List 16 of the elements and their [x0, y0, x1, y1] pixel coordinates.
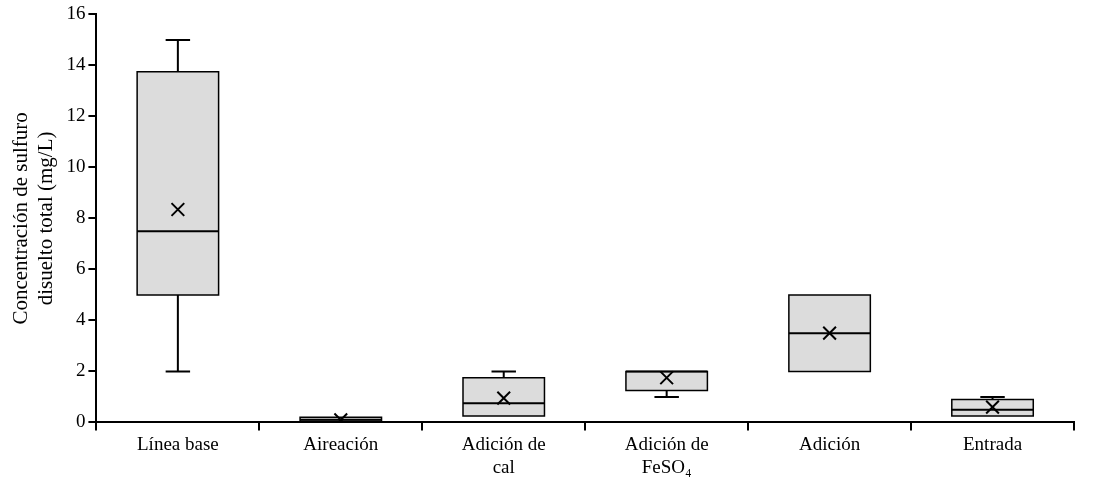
x-tick-label: Adición de cal: [461, 432, 546, 477]
y-axis-title: Concentración de sulfuro disuelto total (mg/L): [8, 112, 58, 325]
y-tick-label: 6: [75, 257, 86, 279]
y-tick-label: 4: [75, 308, 86, 330]
x-tick-label: Línea base: [136, 432, 219, 454]
x-tick-label: Adición: [798, 432, 861, 454]
x-tick-label: Adición de FeSO₄: [624, 432, 709, 477]
y-tick-label: 14: [66, 53, 86, 75]
x-tick-label: Entrada: [962, 432, 1023, 454]
y-tick-label: 10: [66, 155, 86, 177]
y-tick-label: 2: [75, 359, 86, 381]
y-tick-label: 16: [66, 2, 86, 24]
x-tick-label: Aireación: [303, 432, 379, 454]
y-tick-label: 0: [75, 410, 86, 432]
y-tick-label: 12: [66, 104, 86, 126]
y-tick-label: 8: [75, 206, 86, 228]
